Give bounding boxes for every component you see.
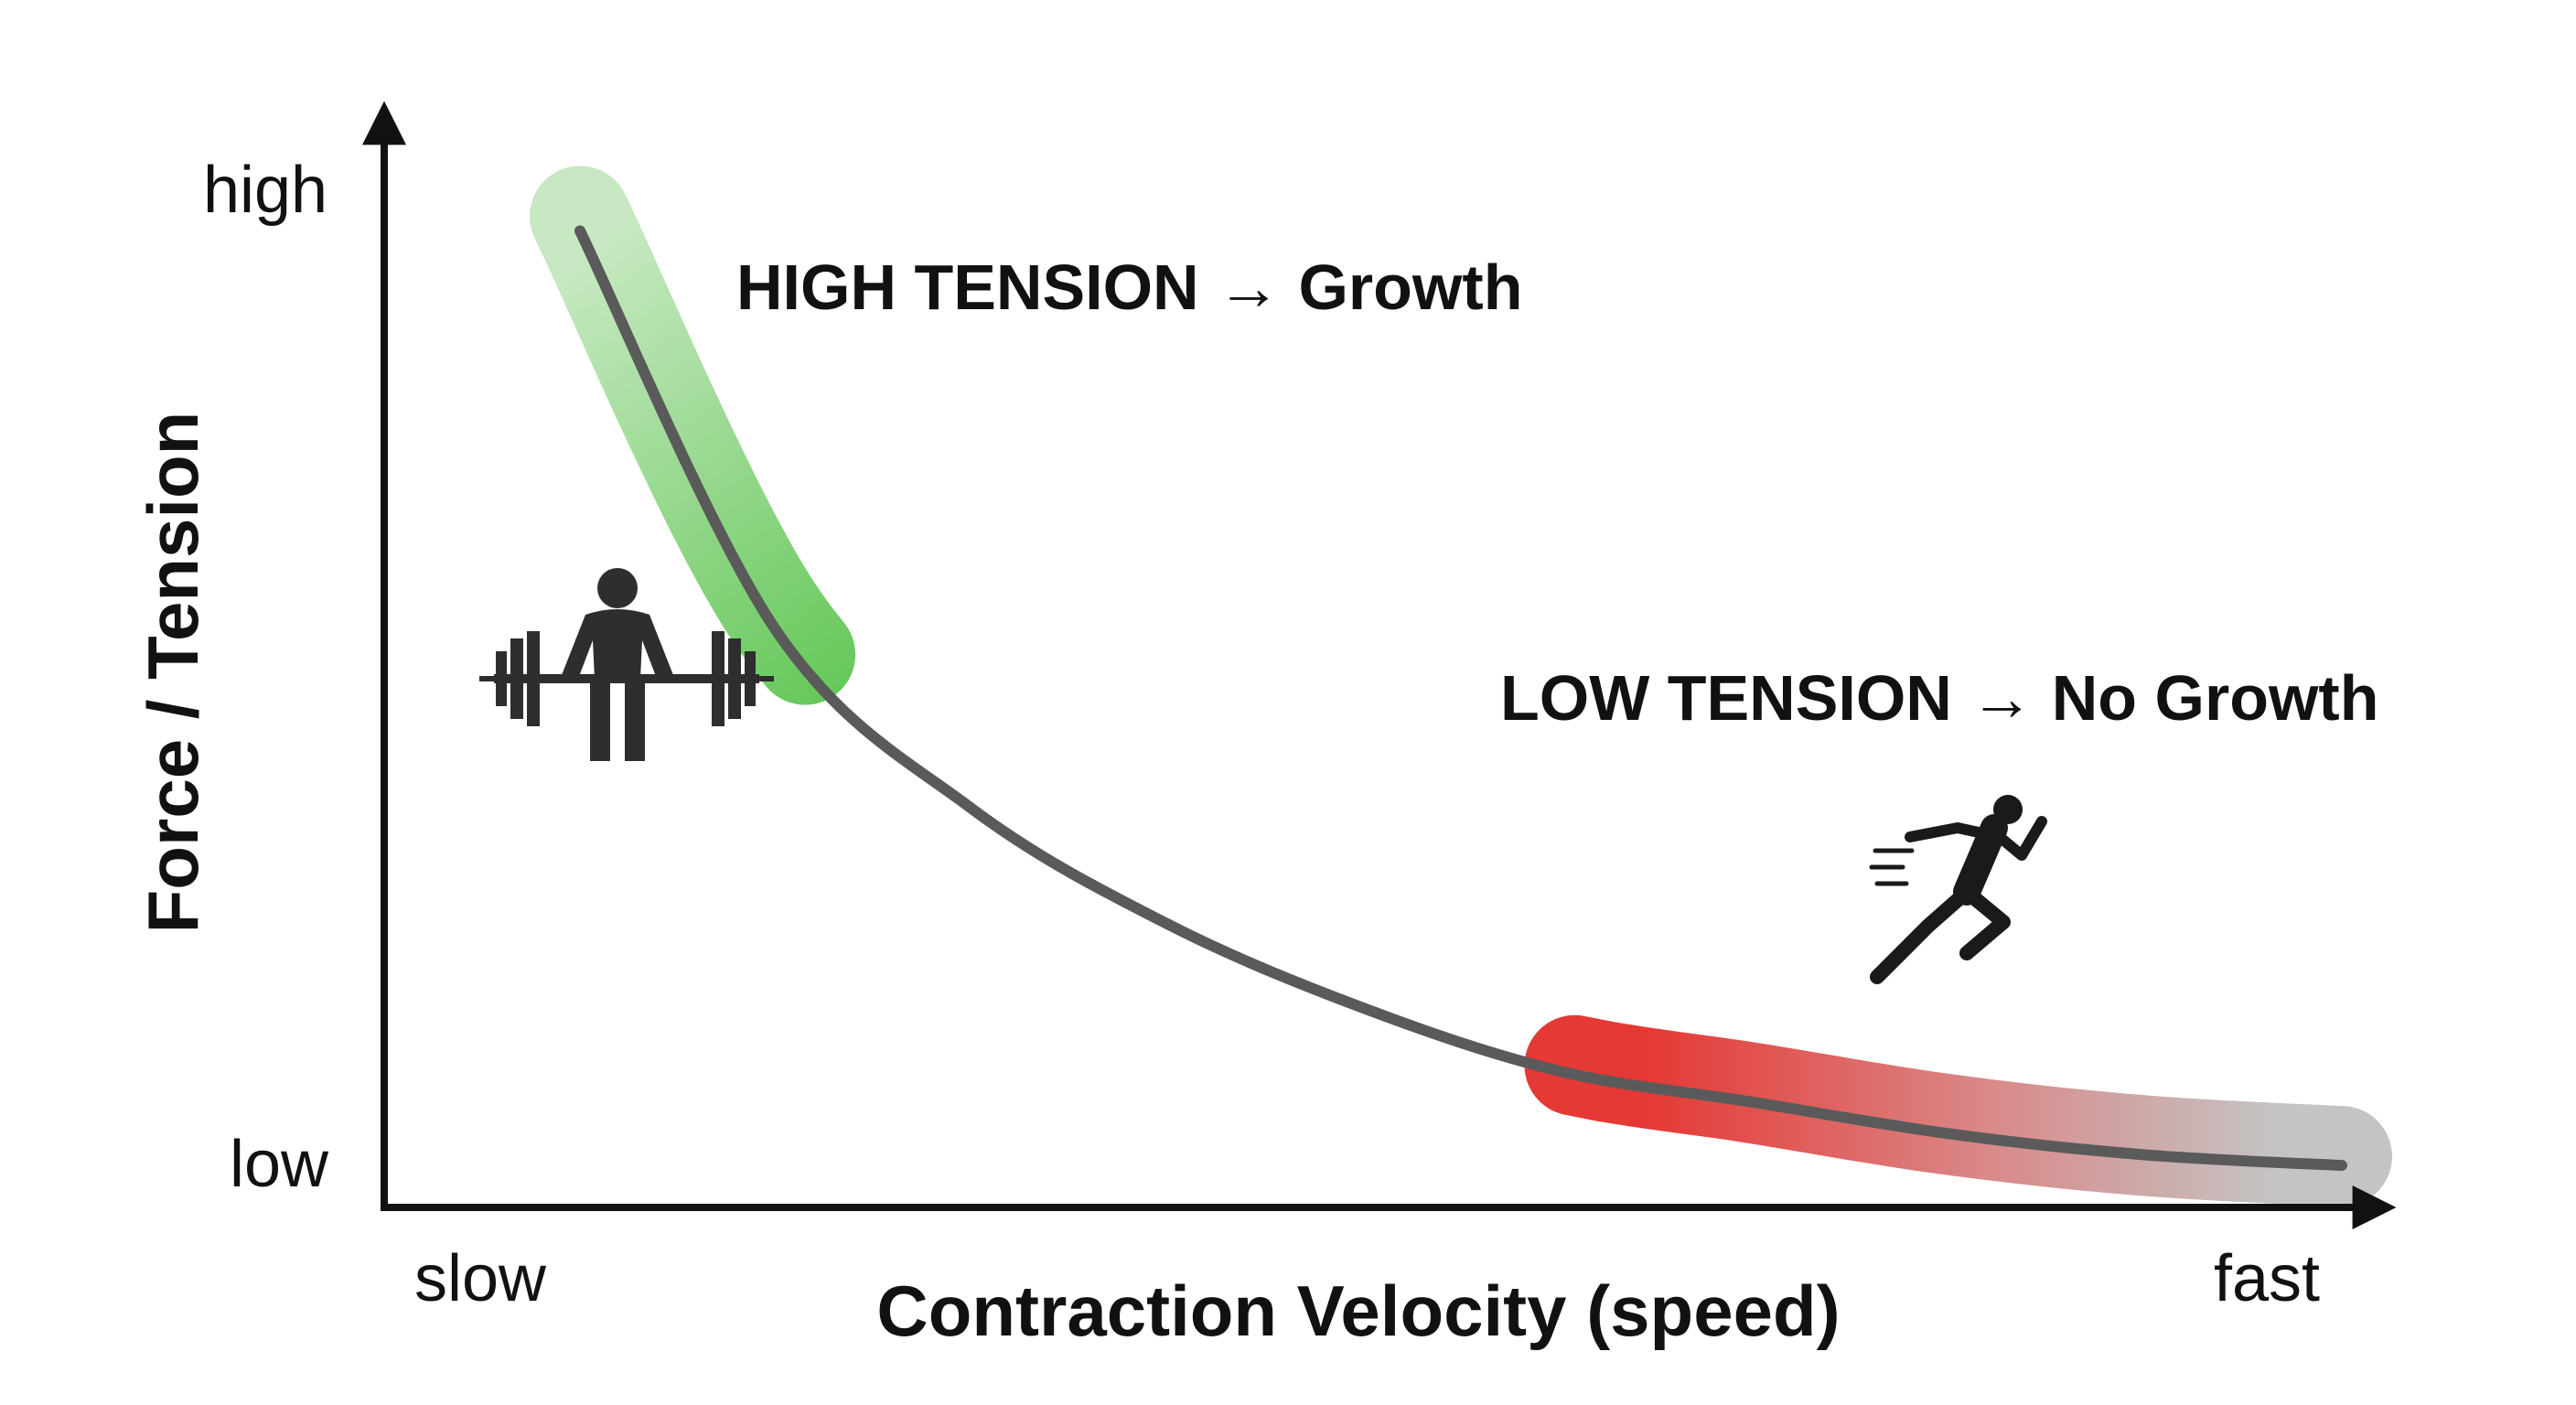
force-velocity-curve (574, 225, 2347, 1172)
low-tension-label: LOW TENSION → No Growth (1500, 662, 2378, 734)
high-tension-label: HIGH TENSION → Growth (736, 252, 1522, 323)
x-tick-slow: slow (414, 1242, 547, 1315)
sprinter-icon (1869, 795, 2047, 984)
y-tick-high: high (203, 154, 327, 227)
x-axis-title: Contraction Velocity (speed) (876, 1271, 1840, 1351)
weightlifter-icon (479, 568, 774, 761)
high-tension-zone (530, 166, 856, 705)
x-tick-fast: fast (2214, 1242, 2320, 1315)
y-tick-low: low (230, 1128, 329, 1201)
y-axis-title: Force / Tension (133, 412, 213, 934)
low-tension-zone (1524, 1014, 2392, 1207)
